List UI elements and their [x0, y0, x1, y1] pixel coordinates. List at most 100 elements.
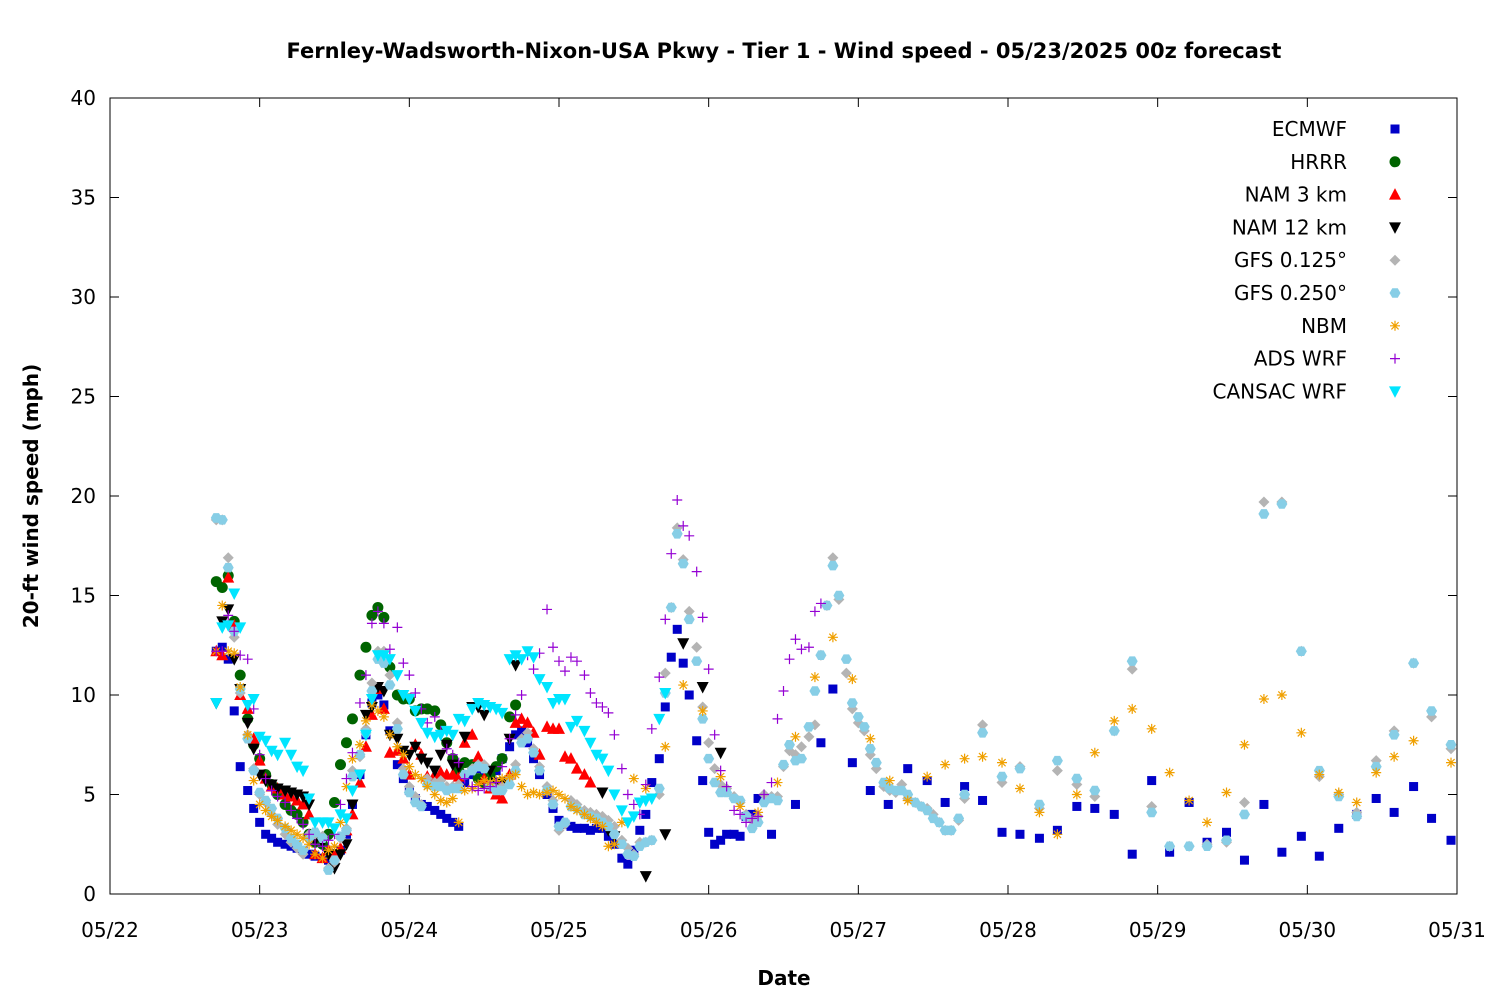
data-point: [286, 825, 297, 836]
data-point: [1446, 757, 1457, 768]
data-point: [628, 851, 640, 861]
data-point: [578, 725, 591, 738]
data-point: [596, 753, 609, 766]
data-point: [1126, 656, 1138, 666]
data-point: [1202, 817, 1213, 828]
data-point: [297, 797, 310, 810]
data-point: [1408, 658, 1420, 668]
data-point: [1277, 847, 1287, 857]
data-point: [317, 853, 328, 864]
data-point: [622, 789, 633, 800]
data-point: [621, 817, 634, 829]
data-point: [241, 717, 254, 730]
data-point: [422, 781, 433, 792]
data-point: [603, 841, 614, 852]
data-point: [1296, 831, 1306, 841]
data-point: [410, 688, 421, 699]
data-point: [260, 773, 271, 784]
data-point: [659, 667, 671, 679]
data-point: [1389, 751, 1400, 762]
data-point: [354, 739, 365, 750]
data-point: [403, 749, 416, 762]
data-point: [715, 765, 726, 776]
data-point: [1033, 799, 1045, 810]
data-point: [496, 791, 509, 804]
series-gfs-0-250: [210, 499, 1457, 875]
data-point: [354, 697, 365, 708]
data-point: [1071, 789, 1082, 800]
data-point: [216, 515, 228, 525]
data-point: [703, 753, 715, 764]
data-point: [570, 762, 583, 774]
x-tick-label: 05/23: [231, 918, 289, 942]
data-point: [542, 787, 553, 798]
data-point: [692, 736, 702, 746]
data-point: [564, 721, 577, 734]
data-point: [716, 835, 726, 845]
data-point: [261, 829, 271, 839]
series-cansac-wrf: [210, 588, 672, 835]
data-point: [298, 819, 309, 830]
data-point: [722, 829, 732, 839]
data-point: [864, 744, 876, 754]
data-point: [429, 705, 441, 717]
data-point: [434, 729, 447, 742]
data-point: [729, 829, 739, 839]
data-point: [1371, 793, 1381, 803]
data-point: [292, 829, 303, 840]
data-point: [703, 664, 714, 675]
data-point: [509, 716, 522, 728]
data-point: [365, 693, 378, 706]
data-point: [222, 552, 234, 564]
data-point: [360, 670, 371, 681]
data-point: [334, 849, 347, 861]
data-point: [827, 632, 838, 643]
data-point: [328, 823, 341, 835]
data-point: [1258, 509, 1270, 519]
data-point: [659, 829, 672, 841]
data-point: [216, 582, 228, 594]
data-point: [1127, 849, 1137, 859]
data-point: [753, 811, 764, 822]
data-point: [660, 614, 671, 625]
data-point: [479, 775, 490, 786]
data-point: [1239, 809, 1250, 820]
data-point: [559, 666, 570, 677]
data-point: [1183, 841, 1195, 851]
data-point: [1014, 763, 1026, 774]
data-point: [266, 785, 277, 796]
data-point: [840, 654, 852, 664]
data-point: [884, 775, 895, 786]
data-point: [534, 765, 545, 776]
data-point: [609, 839, 620, 850]
data-point: [473, 779, 484, 790]
data-point: [1238, 796, 1250, 808]
data-point: [1334, 823, 1344, 833]
x-tick-label: 05/25: [530, 918, 588, 942]
data-point: [1371, 767, 1382, 778]
y-tick-label: 40: [71, 86, 96, 110]
data-point: [1108, 726, 1120, 736]
data-point: [447, 793, 458, 804]
data-point: [505, 742, 515, 752]
data-point: [960, 782, 970, 792]
data-point: [366, 609, 378, 621]
data-point: [503, 654, 516, 666]
data-point: [554, 656, 564, 667]
data-point: [533, 674, 546, 686]
data-point: [515, 654, 528, 666]
data-point: [921, 805, 933, 816]
data-point: [735, 831, 745, 841]
data-point: [584, 776, 597, 788]
data-point: [778, 686, 789, 697]
data-point: [796, 753, 807, 764]
data-point: [1295, 646, 1307, 656]
data-point: [266, 811, 277, 822]
data-point: [1147, 776, 1157, 786]
data-point: [709, 763, 721, 775]
data-point: [453, 817, 464, 828]
y-tick-label: 10: [71, 683, 96, 707]
data-point: [496, 785, 508, 796]
y-tick-label: 15: [71, 584, 96, 608]
data-point: [353, 769, 366, 782]
